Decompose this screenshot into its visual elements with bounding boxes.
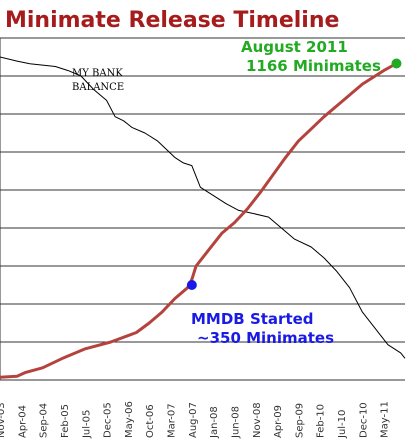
x-tick-label: Oct-06	[145, 404, 156, 438]
x-tick-label: Mar-07	[167, 403, 178, 438]
x-tick-label: Nov-08	[252, 402, 263, 438]
chart-title: Minimate Release Timeline	[5, 8, 339, 33]
series-layer	[0, 56, 406, 379]
end-marker	[391, 58, 402, 69]
marker-layer	[186, 58, 402, 290]
x-tick-layer: Nov-03 Apr-04 Sep-04 Feb-05 Jul-05 Dec-05 May-…	[0, 401, 391, 439]
x-tick-label: Apr-09	[273, 405, 284, 438]
end-annotation-line1: August 2011	[241, 38, 348, 56]
bank-balance-line	[0, 56, 406, 359]
x-tick-label: Dec-05	[103, 402, 114, 438]
x-tick-label: Feb-05	[60, 404, 71, 438]
bank-balance-label-line1: MY BANK	[72, 68, 123, 79]
x-tick-label: Sep-04	[39, 403, 50, 438]
mmdb-start-marker	[186, 280, 197, 290]
x-tick-label: Dec-10	[358, 402, 369, 438]
mmdb-annotation-line2: ~350 Minimates	[197, 329, 334, 347]
x-tick-label: May-11	[380, 401, 391, 438]
x-tick-label: May-06	[124, 401, 135, 438]
x-tick-label: Jul-10	[337, 410, 348, 439]
x-tick-label: Nov-03	[0, 402, 7, 438]
bank-balance-label-line2: BALANCE	[72, 82, 124, 93]
x-tick-label: Sep-09	[294, 403, 305, 438]
minimates-line	[0, 62, 398, 379]
x-tick-label: Aug-07	[188, 402, 199, 438]
x-tick-label: Feb-10	[316, 404, 327, 438]
x-tick-label: Jan-08	[209, 406, 220, 439]
end-annotation-line2: 1166 Minimates	[246, 57, 381, 75]
mmdb-annotation-line1: MMDB Started	[191, 310, 314, 328]
x-tick-label: Jun-08	[230, 406, 241, 439]
x-tick-label: Jul-05	[81, 410, 92, 439]
x-tick-label: Apr-04	[17, 405, 28, 438]
